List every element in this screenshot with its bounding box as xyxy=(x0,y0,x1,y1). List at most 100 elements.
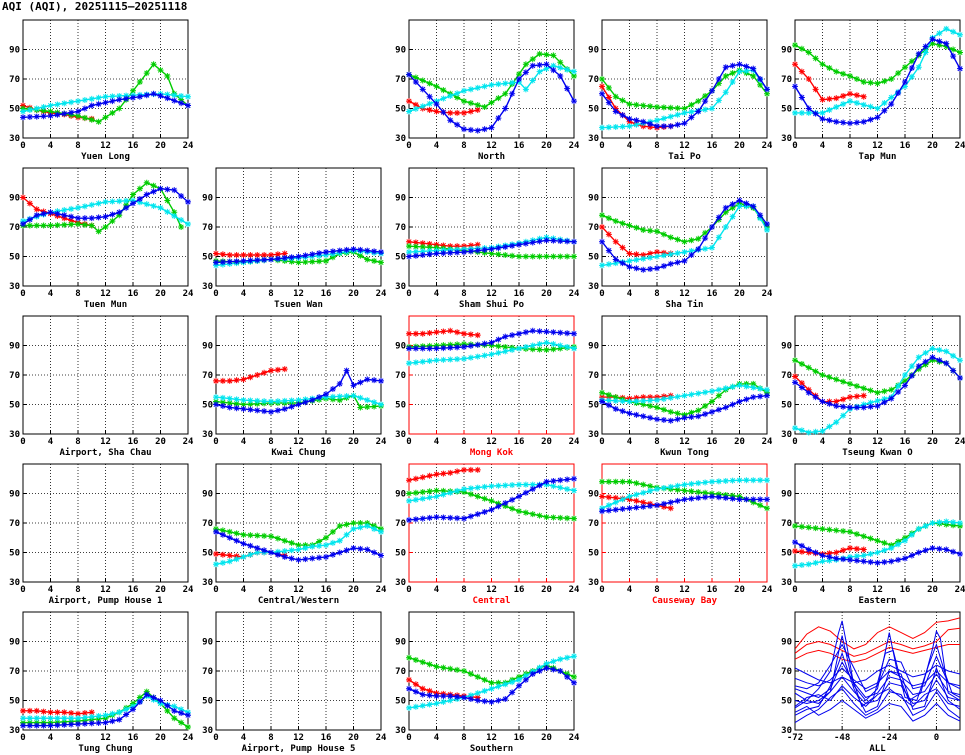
y-tick-label: 70 xyxy=(395,667,406,677)
data-point-cyan xyxy=(550,62,557,69)
data-point-blue xyxy=(709,224,715,230)
data-point-green xyxy=(908,58,915,65)
data-point-cyan xyxy=(81,203,88,210)
data-point-cyan xyxy=(116,92,123,99)
x-tick-label: 16 xyxy=(128,141,139,151)
x-tick-label: 0 xyxy=(406,585,411,595)
data-point-blue xyxy=(681,120,688,127)
data-point-green xyxy=(543,514,550,521)
x-tick-label: 16 xyxy=(321,585,332,595)
data-point-blue xyxy=(40,210,47,217)
data-point-cyan xyxy=(226,558,233,565)
data-point-cyan xyxy=(474,353,481,360)
data-point-green xyxy=(522,509,529,516)
x-tick-label: 12 xyxy=(100,585,111,595)
data-point-cyan xyxy=(571,68,577,75)
x-tick-label: 20 xyxy=(927,141,938,151)
data-point-blue xyxy=(371,377,378,384)
data-point-cyan xyxy=(605,261,612,268)
data-point-blue xyxy=(143,691,150,698)
data-point-cyan xyxy=(467,354,474,361)
data-point-green xyxy=(647,227,654,234)
data-point-cyan xyxy=(805,109,812,116)
data-point-red xyxy=(474,241,481,248)
x-tick-label: 16 xyxy=(707,141,718,151)
data-point-green xyxy=(426,80,433,87)
data-point-blue xyxy=(908,552,915,559)
data-point-red xyxy=(61,709,68,716)
data-point-green xyxy=(860,533,867,540)
data-point-cyan xyxy=(936,30,943,37)
data-point-cyan xyxy=(764,477,770,484)
x-tick-label: 0 xyxy=(406,141,411,151)
data-point-cyan xyxy=(502,681,509,688)
y-tick-label: 90 xyxy=(9,490,20,500)
data-point-green xyxy=(667,234,674,241)
data-point-green xyxy=(509,505,516,512)
x-tick-label: 12 xyxy=(679,289,690,299)
data-point-cyan xyxy=(509,346,516,353)
data-point-blue xyxy=(47,112,54,119)
data-point-red xyxy=(412,239,419,246)
data-point-blue xyxy=(957,65,963,72)
data-point-cyan xyxy=(612,397,619,404)
data-point-blue xyxy=(116,96,123,103)
data-point-green xyxy=(516,508,522,515)
data-point-green xyxy=(695,98,702,105)
data-point-blue xyxy=(226,404,233,411)
data-point-blue xyxy=(302,556,309,563)
data-point-blue xyxy=(757,496,764,503)
y-tick-label: 50 xyxy=(395,253,406,263)
data-point-cyan xyxy=(68,205,75,212)
panel-title: Eastern xyxy=(859,596,897,606)
data-point-green xyxy=(557,514,564,521)
data-point-green xyxy=(529,511,536,518)
data-point-cyan xyxy=(350,392,357,399)
y-tick-label: 30 xyxy=(395,430,406,440)
data-point-blue xyxy=(509,332,516,339)
data-point-blue xyxy=(433,250,440,257)
data-point-blue xyxy=(943,546,950,553)
data-point-cyan xyxy=(702,245,709,252)
data-point-green xyxy=(667,104,674,111)
data-point-blue xyxy=(826,553,833,560)
panel-title: Central xyxy=(473,596,511,606)
x-tick-label: -72 xyxy=(787,733,803,743)
x-tick-label: 12 xyxy=(100,289,111,299)
data-point-red xyxy=(26,200,33,207)
data-point-green xyxy=(715,392,722,399)
data-point-green xyxy=(819,61,826,68)
data-point-blue xyxy=(654,502,660,509)
data-point-blue xyxy=(426,692,433,699)
data-point-blue xyxy=(550,329,557,336)
data-point-cyan xyxy=(867,103,874,110)
data-point-blue xyxy=(660,263,667,270)
y-tick-label: 90 xyxy=(588,490,599,500)
x-tick-label: 20 xyxy=(541,437,552,447)
data-point-blue xyxy=(150,694,157,701)
data-point-green xyxy=(847,73,853,80)
data-point-green xyxy=(853,76,860,82)
data-point-blue xyxy=(447,514,454,521)
data-point-blue xyxy=(812,549,819,556)
data-point-cyan xyxy=(440,491,447,498)
x-tick-label: 20 xyxy=(155,733,166,743)
series-line-red xyxy=(602,226,671,256)
data-point-blue xyxy=(847,556,853,563)
data-point-blue xyxy=(171,97,178,104)
x-tick-label: 0 xyxy=(792,437,797,447)
data-point-cyan xyxy=(467,485,474,492)
data-point-cyan xyxy=(336,537,343,544)
data-point-green xyxy=(660,231,667,238)
data-point-green xyxy=(178,224,185,230)
data-point-blue xyxy=(564,238,571,245)
data-point-blue xyxy=(433,514,440,521)
data-point-blue xyxy=(715,76,722,82)
panel-title: Southern xyxy=(470,744,513,754)
data-point-blue xyxy=(557,73,564,80)
x-tick-label: 24 xyxy=(183,141,194,151)
data-point-red xyxy=(419,330,426,337)
